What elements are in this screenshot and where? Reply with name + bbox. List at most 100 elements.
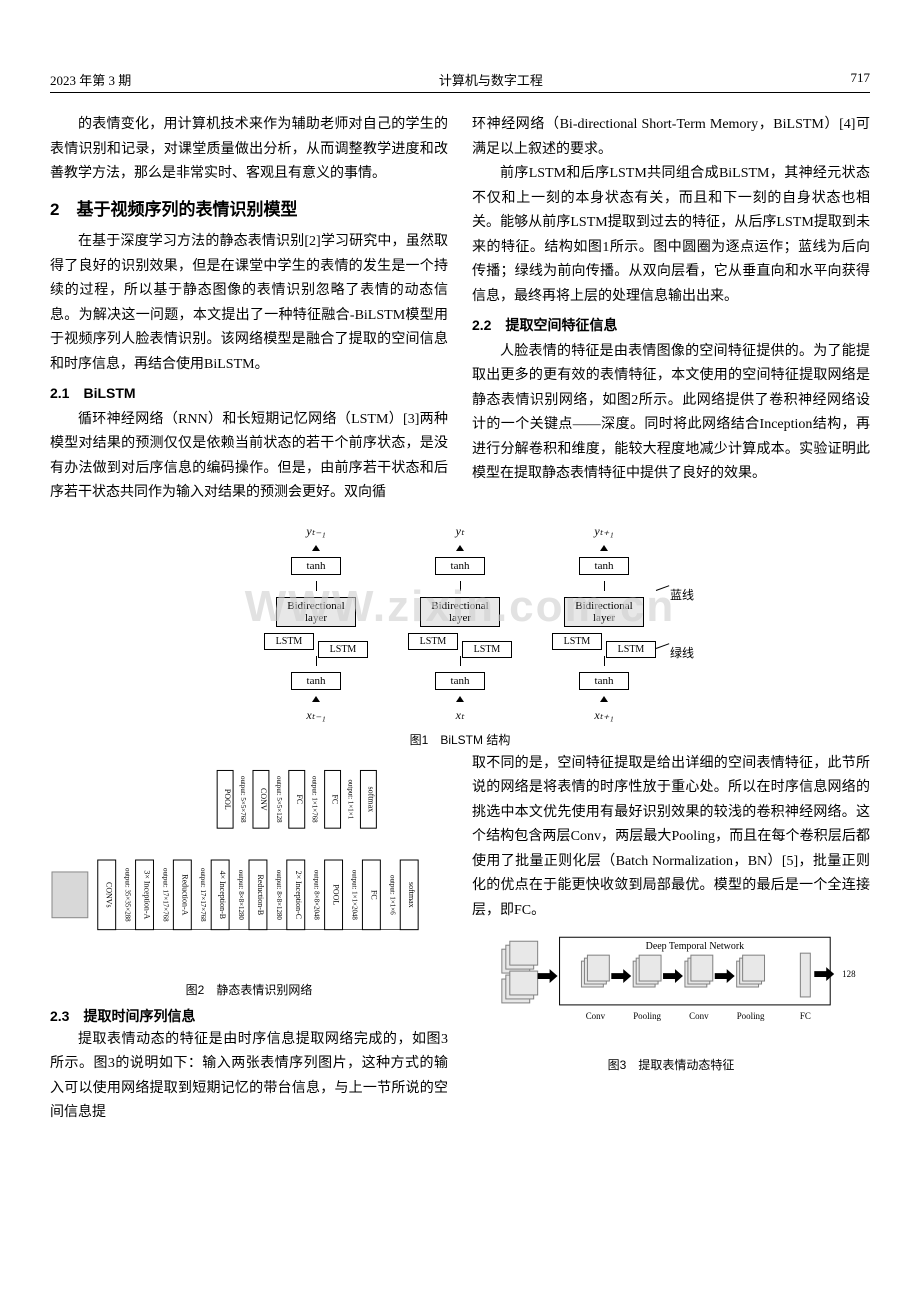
bilstm-col-cur: yₜ tanh Bidirectional layer LSTM LSTM ta… (408, 524, 512, 723)
pointer-line (656, 585, 669, 591)
svg-text:Deep Temporal Network: Deep Temporal Network (646, 941, 744, 952)
svg-text:Conv: Conv (586, 1011, 606, 1021)
subsection-2-2: 2.2 提取空间特征信息 (472, 313, 870, 338)
svg-text:softmax: softmax (366, 786, 375, 812)
para-r2: 前序LSTM和后序LSTM共同组合成BiLSTM，其神经元状态不仅和上一刻的本身… (472, 162, 870, 309)
bidirectional-layer-box: Bidirectional layer (276, 597, 356, 627)
svg-text:Conv: Conv (689, 1011, 709, 1021)
bilstm-col-prev: yₜ₋₁ tanh Bidirectional layer LSTM LSTM … (264, 524, 368, 723)
svg-text:output: 35×35×288: output: 35×35×288 (124, 868, 132, 922)
figure-3: Deep Temporal Network Conv Pooling Conv Pool… (472, 931, 870, 1076)
svg-text:CONVs: CONVs (105, 882, 114, 908)
tanh-box: tanh (291, 557, 341, 575)
svg-text:output: 17×17×768: output: 17×17×768 (199, 868, 207, 922)
svg-text:output: 8×8×2048: output: 8×8×2048 (313, 870, 321, 921)
svg-text:output: 17×17×768: output: 17×17×768 (161, 868, 169, 922)
connector-line (604, 581, 605, 591)
para-r3: 人脸表情的特征是由表情图像的空间特征提供的。为了能提取出更多的更有效的表情特征，… (472, 340, 870, 487)
svg-text:128: 128 (842, 969, 856, 979)
bilstm-col-next: yₜ₊₁ tanh Bidirectional layer LSTM LSTM … (552, 524, 656, 723)
para-lower-r1: 取不同的是，空间特征提取是给出详细的空间表情特征，此节所说的网络是将表情的时序性… (472, 752, 870, 924)
connector-line (316, 656, 317, 666)
lstm-box: LSTM (264, 633, 314, 650)
svg-text:output: 5×5×768: output: 5×5×768 (239, 776, 247, 823)
header-page-number: 717 (851, 70, 871, 89)
x-cur-label: xₜ (456, 708, 465, 723)
tanh-box: tanh (435, 672, 485, 690)
lstm-pair: LSTM LSTM (408, 633, 512, 650)
bilstm-diagram: yₜ₋₁ tanh Bidirectional layer LSTM LSTM … (50, 518, 870, 727)
y-next-label: yₜ₊₁ (594, 524, 613, 539)
lstm-box: LSTM (462, 641, 512, 658)
svg-text:Reduction-A: Reduction-A (180, 874, 189, 915)
lower-row: CONVs output: 35×35×288 3× Inception-A outp… (50, 752, 870, 1126)
svg-text:output: 5×5×128: output: 5×5×128 (275, 776, 283, 823)
arrow-up-icon (312, 545, 320, 551)
svg-text:output: 8×8×1280: output: 8×8×1280 (237, 870, 245, 921)
blue-line-label: 蓝线 (670, 586, 694, 603)
arrow-up-icon (600, 696, 608, 702)
tanh-box: tanh (291, 672, 341, 690)
svg-text:output: 1×1×6: output: 1×1×6 (388, 875, 396, 915)
lstm-pair: LSTM LSTM (264, 633, 368, 650)
connector-line (460, 581, 461, 591)
pointer-line (656, 643, 669, 649)
para-intro-cont: 的表情变化，用计算机技术来作为辅助老师对自己的学生的表情识别和记录，对课堂质量做… (50, 113, 448, 187)
figure-2-diagram: CONVs output: 35×35×288 3× Inception-A outp… (50, 752, 448, 972)
section-2-title: 2 基于视频序列的表情识别模型 (50, 195, 448, 225)
lstm-box: LSTM (606, 641, 656, 658)
page-header: 2023 年第 3 期 计算机与数字工程 717 (50, 70, 870, 89)
tanh-box: tanh (435, 557, 485, 575)
header-journal: 计算机与数字工程 (439, 70, 543, 89)
para-2-1b: 循环神经网络（RNN）和长短期记忆网络（LSTM）[3]两种模型对结果的预测仅仅… (50, 408, 448, 506)
para-2-3: 提取表情动态的特征是由时序信息提取网络完成的，如图3所示。图3的说明如下：输入两… (50, 1028, 448, 1126)
svg-text:FC: FC (295, 794, 304, 804)
svg-text:softmax: softmax (407, 882, 416, 908)
svg-text:FC: FC (369, 890, 378, 900)
svg-text:FC: FC (800, 1011, 811, 1021)
svg-text:output: 8×8×1280: output: 8×8×1280 (275, 870, 283, 921)
lower-right-col: 取不同的是，空间特征提取是给出详细的空间表情特征，此节所说的网络是将表情的时序性… (472, 752, 870, 1126)
para-2-1: 在基于深度学习方法的静态表情识别[2]学习研究中，虽然取得了良好的识别效果，但是… (50, 230, 448, 377)
column-right: 环神经网络（Bi-directional Short-Term Memory，B… (472, 113, 870, 506)
svg-text:CONV: CONV (259, 788, 268, 811)
figure-3-diagram: Deep Temporal Network Conv Pooling Conv Pool… (472, 931, 870, 1041)
svg-text:output: 1×1×1: output: 1×1×1 (347, 779, 355, 819)
x-prev-label: xₜ₋₁ (306, 708, 325, 723)
x-next-label: xₜ₊₁ (594, 708, 613, 723)
figure-3-caption: 图3 提取表情动态特征 (472, 1055, 870, 1076)
para-r1: 环神经网络（Bi-directional Short-Term Memory，B… (472, 113, 870, 162)
arrow-up-icon (456, 545, 464, 551)
lower-left-col: CONVs output: 35×35×288 3× Inception-A outp… (50, 752, 448, 1126)
y-prev-label: yₜ₋₁ (306, 524, 325, 539)
tanh-box: tanh (579, 672, 629, 690)
svg-text:3× Inception-A: 3× Inception-A (143, 870, 152, 919)
header-rule (50, 92, 870, 93)
header-issue: 2023 年第 3 期 (50, 70, 131, 89)
arrow-up-icon (600, 545, 608, 551)
connector-line (604, 656, 605, 666)
figure-2-caption: 图2 静态表情识别网络 (50, 981, 448, 998)
lstm-box: LSTM (318, 641, 368, 658)
svg-text:output: 1×1×2048: output: 1×1×2048 (350, 870, 358, 921)
figure-1-caption: 图1 BiLSTM 结构 (50, 731, 870, 748)
lstm-pair: LSTM LSTM (552, 633, 656, 650)
subsection-2-1: 2.1 BiLSTM (50, 381, 448, 406)
svg-text:FC: FC (331, 794, 340, 804)
svg-text:Pooling: Pooling (633, 1011, 661, 1021)
body-columns: 的表情变化，用计算机技术来作为辅助老师对自己的学生的表情识别和记录，对课堂质量做… (50, 113, 870, 506)
svg-text:Pooling: Pooling (737, 1011, 765, 1021)
green-line-label: 绿线 (670, 644, 694, 661)
svg-text:POOL: POOL (223, 789, 232, 810)
column-left: 的表情变化，用计算机技术来作为辅助老师对自己的学生的表情识别和记录，对课堂质量做… (50, 113, 448, 506)
svg-text:POOL: POOL (332, 884, 341, 905)
svg-text:2× Inception-C: 2× Inception-C (294, 870, 303, 918)
figure-1: yₜ₋₁ tanh Bidirectional layer LSTM LSTM … (50, 518, 870, 748)
connector-line (316, 581, 317, 591)
lstm-box: LSTM (552, 633, 602, 650)
svg-text:4× Inception-B: 4× Inception-B (218, 870, 227, 918)
tanh-box: tanh (579, 557, 629, 575)
connector-line (460, 656, 461, 666)
svg-text:Reduction-B: Reduction-B (256, 874, 265, 915)
arrow-up-icon (456, 696, 464, 702)
